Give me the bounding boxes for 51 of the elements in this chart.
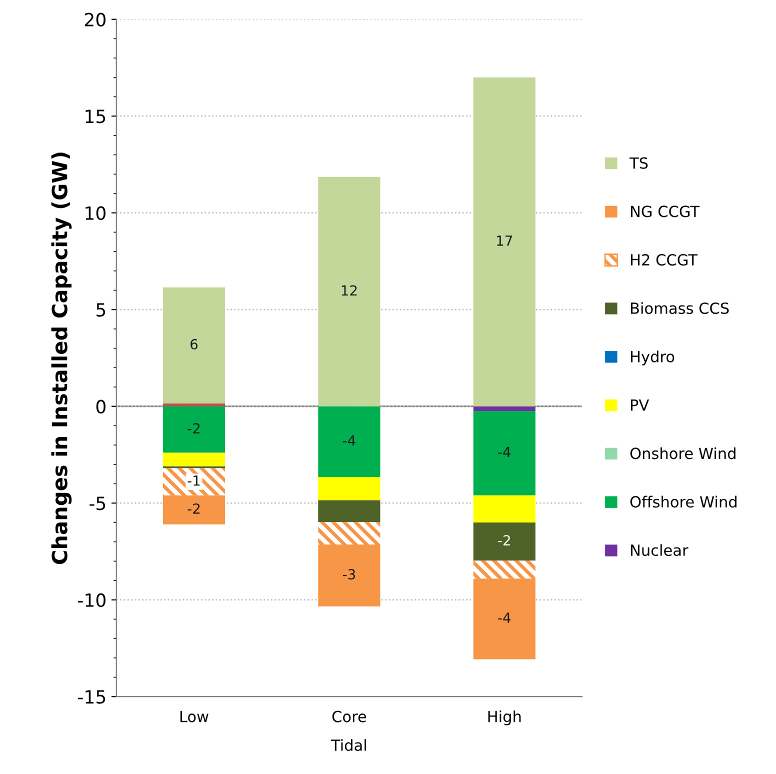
- legend-label: TS: [629, 157, 648, 169]
- y-tick-label: -10: [78, 593, 106, 607]
- bar: [162, 495, 226, 524]
- legend-label: NG CCGT: [631, 206, 700, 218]
- data-label: -2: [188, 423, 200, 434]
- bar: [473, 406, 536, 411]
- data-label: -4: [498, 446, 511, 458]
- legend-label: Onshore Wind: [630, 447, 736, 460]
- data-label: 12: [342, 285, 357, 296]
- data-label: -4: [342, 435, 356, 446]
- bar: [318, 500, 380, 522]
- bar: [318, 544, 380, 606]
- bar: [473, 410, 536, 496]
- y-tick-label: 20: [85, 12, 106, 26]
- bar: [473, 77, 536, 406]
- legend-label: PV: [631, 399, 650, 411]
- legend-label: Nuclear: [631, 544, 688, 556]
- data-label: -2: [498, 535, 510, 546]
- legend-label: Biomass CCS: [631, 302, 729, 314]
- legend-label: Hydro: [631, 350, 674, 366]
- y-tick-label: -15: [78, 690, 106, 704]
- x-axis-title: Tidal: [330, 739, 366, 751]
- x-tick-label: Low: [180, 710, 208, 722]
- bar: [162, 287, 226, 404]
- bar: [473, 560, 536, 579]
- bar: [318, 522, 380, 545]
- data-label: -3: [342, 568, 356, 580]
- bar: [318, 406, 380, 477]
- bar: [473, 578, 536, 660]
- y-tick-label: 0: [96, 400, 106, 414]
- x-tick-label: High: [488, 710, 521, 726]
- data-label: -1: [188, 476, 200, 486]
- legend-label: H2 CCGT: [631, 254, 698, 266]
- y-axis-title: Changes in Installed Capacity (GW): [51, 152, 72, 564]
- bar: [473, 522, 536, 561]
- y-tick-label: -5: [90, 496, 106, 510]
- data-label: -2: [188, 503, 200, 514]
- bar: [318, 476, 380, 500]
- bar: [162, 452, 226, 466]
- bar: [318, 177, 380, 406]
- legend-label: Offshore Wind: [630, 496, 736, 508]
- bar: [162, 403, 226, 406]
- data-label: -4: [498, 612, 511, 623]
- data-label: 17: [497, 236, 512, 246]
- x-tick-label: Core: [332, 710, 366, 722]
- bar: [473, 495, 536, 522]
- y-tick-label: 15: [86, 110, 106, 124]
- y-tick-label: 5: [96, 303, 106, 317]
- data-label: 6: [190, 338, 198, 350]
- y-tick-label: 10: [86, 206, 106, 220]
- bar: [162, 406, 226, 453]
